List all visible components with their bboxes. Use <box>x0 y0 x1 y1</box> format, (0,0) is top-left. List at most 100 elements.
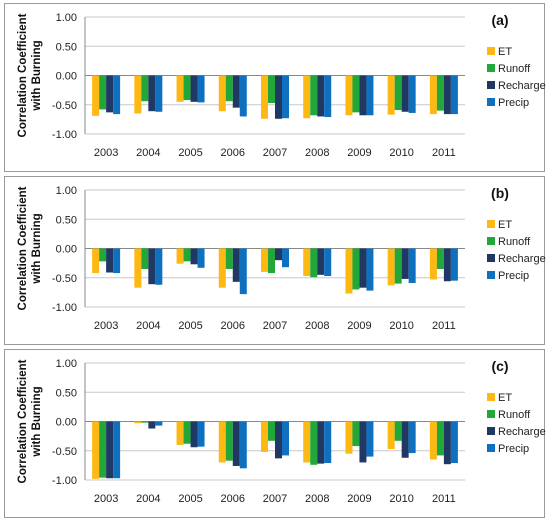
bar-precip-2009 <box>366 248 374 291</box>
bar-recharge-2006 <box>232 421 240 466</box>
bar-runoff-2008 <box>310 421 318 465</box>
chart-title: (c) <box>491 358 508 374</box>
bar-runoff-2005 <box>183 248 191 262</box>
bar-et-2005 <box>176 248 184 264</box>
bar-runoff-2011 <box>436 421 444 456</box>
x-tick-label: 2007 <box>263 493 287 505</box>
bar-et-2010 <box>387 421 395 449</box>
bar-precip-2003 <box>113 75 121 115</box>
bar-recharge-2004 <box>148 421 156 429</box>
x-tick-label: 2005 <box>178 320 202 332</box>
x-tick-label: 2005 <box>178 493 202 505</box>
legend-swatch-runoff <box>487 237 495 245</box>
bar-precip-2008 <box>324 248 332 276</box>
legend-label: Runoff <box>498 63 531 75</box>
y-tick-label: 0.00 <box>56 417 77 429</box>
y-axis-label: Correlation Coefficient <box>17 359 29 483</box>
legend-label: ET <box>498 219 512 231</box>
bar-recharge-2005 <box>190 75 198 102</box>
y-tick-label: 0.50 <box>56 214 77 226</box>
bar-runoff-2006 <box>225 75 233 102</box>
bar-recharge-2003 <box>106 75 114 113</box>
x-tick-label: 2006 <box>221 320 245 332</box>
bar-et-2008 <box>303 421 311 463</box>
y-tick-label: -0.50 <box>52 273 77 285</box>
bar-precip-2004 <box>155 75 163 112</box>
bar-runoff-2003 <box>99 421 107 478</box>
x-tick-label: 2004 <box>136 493 160 505</box>
bar-recharge-2008 <box>317 75 325 117</box>
bar-recharge-2009 <box>359 248 367 288</box>
bar-precip-2011 <box>450 75 458 115</box>
bar-et-2008 <box>303 75 311 119</box>
bar-et-2010 <box>387 75 395 115</box>
bar-precip-2009 <box>366 75 374 116</box>
bar-recharge-2011 <box>443 421 451 465</box>
legend-label: Precip <box>498 443 529 455</box>
y-axis-label: with Burning <box>31 40 43 111</box>
bar-recharge-2003 <box>106 421 114 479</box>
bar-recharge-2006 <box>232 75 240 108</box>
bar-et-2009 <box>345 75 353 116</box>
y-tick-label: 1.00 <box>56 12 77 24</box>
bar-runoff-2003 <box>99 248 107 262</box>
legend-swatch-recharge <box>487 81 495 89</box>
bar-et-2004 <box>134 75 142 114</box>
bar-et-2011 <box>429 75 437 115</box>
bar-runoff-2008 <box>310 248 318 278</box>
bar-et-2010 <box>387 248 395 286</box>
legend-swatch-et <box>487 47 495 55</box>
bar-precip-2010 <box>408 248 416 284</box>
bar-precip-2011 <box>450 248 458 281</box>
bar-precip-2004 <box>155 421 163 426</box>
bar-runoff-2005 <box>183 421 191 444</box>
bar-et-2005 <box>176 75 184 102</box>
bar-recharge-2010 <box>401 248 409 279</box>
bar-runoff-2009 <box>352 248 360 290</box>
chart-panel-1: 1.00 0.50 0.00 -0.50 -1.00 Correlation Coeffi… <box>4 176 546 345</box>
x-tick-label: 2003 <box>94 320 118 332</box>
bar-precip-2005 <box>197 421 205 447</box>
bar-recharge-2005 <box>190 421 198 448</box>
legend-label: Runoff <box>498 236 531 248</box>
bar-recharge-2004 <box>148 75 156 112</box>
bar-et-2005 <box>176 421 184 445</box>
bar-recharge-2003 <box>106 248 114 273</box>
y-tick-label: -1.00 <box>52 302 77 314</box>
bar-et-2011 <box>429 421 437 460</box>
legend-swatch-precip <box>487 98 495 106</box>
y-tick-label: 0.50 <box>56 387 77 399</box>
y-tick-label: -0.50 <box>52 446 77 458</box>
bar-precip-2007 <box>282 421 289 456</box>
bar-precip-2006 <box>239 421 247 469</box>
y-tick-label: 1.00 <box>56 185 77 197</box>
y-axis-label: Correlation Coefficient <box>17 186 29 310</box>
bar-precip-2010 <box>408 421 416 454</box>
y-axis-label: Correlation Coefficient <box>17 13 29 137</box>
bar-et-2011 <box>429 248 437 280</box>
bar-runoff-2010 <box>394 421 402 441</box>
bar-recharge-2008 <box>317 421 325 464</box>
bar-et-2006 <box>218 421 226 463</box>
x-tick-label: 2006 <box>221 493 245 505</box>
y-tick-label: -0.50 <box>52 100 77 112</box>
legend-swatch-et <box>487 220 495 228</box>
bar-runoff-2011 <box>436 75 444 111</box>
y-tick-label: 0.00 <box>56 71 77 83</box>
bar-runoff-2005 <box>183 75 191 101</box>
y-tick-label: 0.00 <box>56 244 77 256</box>
y-axis-label: with Burning <box>31 213 43 284</box>
bar-runoff-2004 <box>141 75 149 102</box>
bar-et-2008 <box>303 248 311 276</box>
bar-precip-2003 <box>113 421 121 479</box>
bar-precip-2005 <box>197 75 205 103</box>
bar-runoff-2009 <box>352 75 360 113</box>
bar-runoff-2007 <box>268 421 275 441</box>
bar-et-2003 <box>92 421 100 479</box>
chart-panel-2: 1.00 0.50 0.00 -0.50 -1.00 Correlation Coeffi… <box>4 349 546 518</box>
legend-label: Recharge <box>498 426 546 438</box>
legend-swatch-precip <box>487 271 495 279</box>
bar-recharge-2005 <box>190 248 198 265</box>
bar-runoff-2009 <box>352 421 360 447</box>
